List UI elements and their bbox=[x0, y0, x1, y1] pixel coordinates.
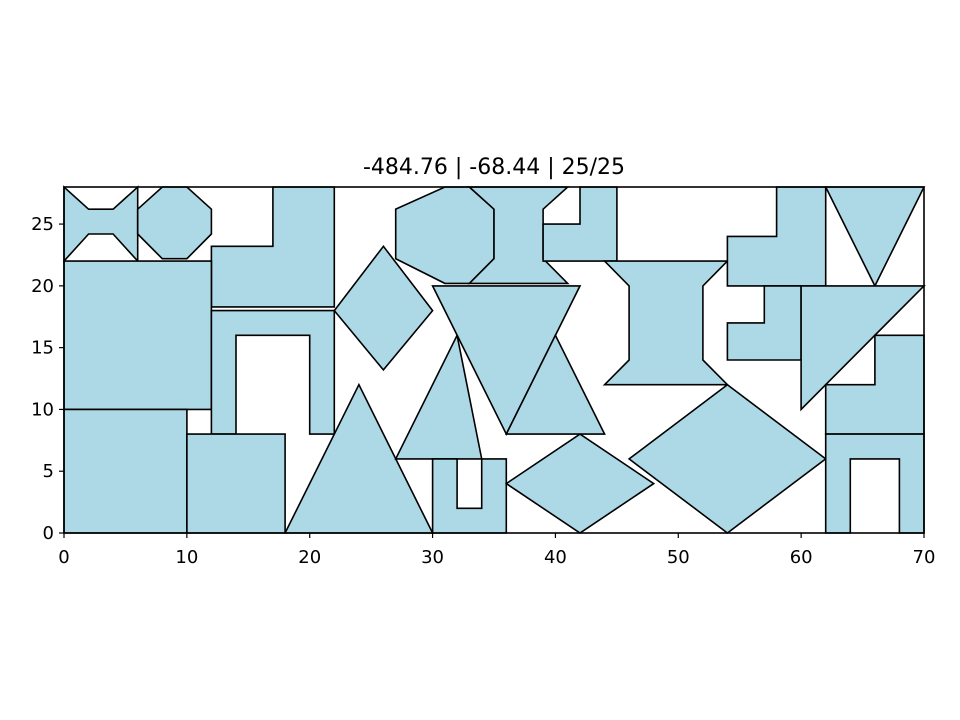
shape-triangle-top-right bbox=[824, 186, 926, 288]
shape-triangle-right bbox=[800, 285, 926, 412]
shape-l-shape-top bbox=[210, 186, 336, 308]
shape-arch-right bbox=[824, 433, 925, 534]
shape-diamond-bottom bbox=[504, 433, 656, 534]
x-tick-label: 0 bbox=[58, 547, 69, 568]
chart-title: -484.76 | -68.44 | 25/25 bbox=[363, 155, 625, 180]
shape-square-left bbox=[63, 260, 213, 411]
y-tick-label: 0 bbox=[43, 523, 54, 544]
shape-diamond-small bbox=[333, 244, 434, 372]
shape-triangle-mid-right bbox=[505, 333, 606, 435]
y-tick-label: 5 bbox=[43, 461, 54, 482]
x-tick-label: 20 bbox=[298, 547, 321, 568]
y-tick-label: 15 bbox=[31, 338, 54, 359]
x-tick-label: 50 bbox=[667, 547, 690, 568]
x-tick-label: 10 bbox=[175, 547, 198, 568]
shape-rect-bottom bbox=[186, 433, 286, 534]
shape-octagon-small bbox=[136, 186, 213, 260]
x-axis: 0 10 20 30 40 50 60 70 bbox=[58, 533, 935, 568]
shape-bowtie bbox=[63, 185, 139, 264]
shape-octagon-large bbox=[394, 186, 495, 285]
y-tick-label: 20 bbox=[31, 276, 54, 297]
y-tick-label: 25 bbox=[31, 214, 54, 235]
x-tick-label: 70 bbox=[913, 547, 936, 568]
x-tick-label: 60 bbox=[790, 547, 813, 568]
y-axis: 0 5 10 15 20 25 bbox=[31, 214, 64, 544]
shape-rect-bottom-left bbox=[63, 408, 188, 534]
shape-hourglass-mid bbox=[602, 260, 730, 386]
shape-arch bbox=[210, 309, 336, 435]
x-tick-label: 40 bbox=[544, 547, 567, 568]
plot-frame bbox=[63, 186, 925, 534]
shape-l-shape-right-mid bbox=[726, 285, 802, 361]
shape-l-shape-right-top bbox=[726, 186, 827, 287]
y-tick-label: 10 bbox=[31, 399, 54, 420]
shape-arch-small bbox=[431, 458, 508, 534]
x-tick-label: 30 bbox=[421, 547, 444, 568]
shape-diamond-large bbox=[627, 383, 828, 535]
packing-shapes bbox=[63, 185, 926, 535]
